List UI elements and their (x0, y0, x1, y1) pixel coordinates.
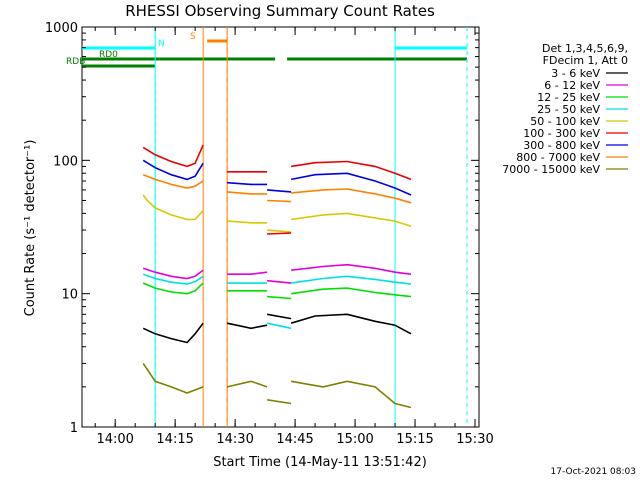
series-line-25-50-kev (290, 275, 412, 285)
series-line-7000-15000-kev (290, 380, 412, 409)
series-line-7000-15000-kev (226, 380, 268, 388)
series-line-3-6-kev (226, 322, 268, 330)
flag-label-s: S (190, 32, 196, 42)
x-tick-label: 15:15 (396, 432, 433, 447)
plot-frame (81, 26, 480, 428)
series-line-50-100-kev (267, 229, 292, 233)
series-line-12-25-kev (142, 282, 204, 295)
series-line-800-7000-kev (227, 191, 268, 195)
series-line-7000-15000-kev (266, 399, 292, 405)
series-line-100-300-kev (290, 160, 412, 181)
footer-timestamp: 17-Oct-2021 08:03 (551, 467, 636, 477)
series-line-6-12-kev (267, 279, 292, 284)
series-line-800-7000-kev (142, 173, 204, 189)
series-line-6-12-kev (142, 267, 204, 280)
series-line-50-100-kev (142, 194, 204, 221)
legend-entry-label: 100 - 300 keV (523, 127, 600, 140)
legend-entry-label: 12 - 25 keV (537, 91, 600, 104)
series-line-25-50-kev (266, 322, 292, 330)
series-line-7000-15000-kev (142, 362, 204, 394)
y-tick-label: 100 (53, 154, 78, 169)
legend-entry-label: 6 - 12 keV (544, 79, 600, 92)
series-layer (142, 144, 412, 409)
series-line-800-7000-kev (267, 199, 292, 203)
y-tick-label: 1000 (45, 21, 78, 36)
series-line-50-100-kev (227, 220, 268, 224)
x-axis-label: Start Time (14-May-11 13:51:42) (213, 455, 427, 470)
legend-entry-label: 300 - 800 keV (523, 139, 600, 152)
series-line-3-6-kev (142, 322, 204, 344)
series-line-300-800-kev (227, 181, 268, 186)
x-tick-label: 14:30 (216, 432, 253, 447)
series-line-800-7000-kev (291, 188, 412, 204)
flag-label-rd0: RD0 (99, 50, 118, 60)
y-axis-label: Count Rate (s⁻¹ detector⁻¹) (23, 140, 38, 317)
legend-header-line: FDecim 1, Att 0 (543, 54, 628, 67)
series-line-300-800-kev (142, 159, 204, 181)
series-line-3-6-kev (290, 313, 412, 335)
series-line-25-50-kev (142, 273, 204, 285)
series-line-300-800-kev (290, 172, 412, 196)
y-tick-label: 1 (70, 421, 78, 436)
y-tick-label: 10 (61, 288, 78, 303)
x-tick-label: 14:15 (156, 432, 193, 447)
vertical-lines-layer (154, 27, 468, 427)
series-line-3-6-kev (266, 313, 292, 320)
x-tick-label: 14:45 (276, 432, 313, 447)
legend-entry-label: 3 - 6 keV (551, 67, 600, 80)
series-line-6-12-kev (291, 263, 412, 275)
legend-entry-label: 800 - 7000 keV (516, 151, 600, 164)
flag-label-n: N (158, 39, 165, 49)
series-line-100-300-kev (267, 232, 292, 235)
series-line-12-25-kev (290, 287, 412, 298)
series-line-12-25-kev (267, 295, 292, 300)
ticks-layer: 14:00 14:15 14:30 14:45 15:00 15:15 15:30 1 10 10… (45, 21, 494, 447)
series-line-300-800-kev (267, 189, 292, 193)
legend-entry-label: 7000 - 15000 keV (502, 163, 600, 176)
series-line-6-12-kev (227, 271, 268, 276)
chart-title: RHESSI Observing Summary Count Rates (125, 2, 435, 20)
series-line-100-300-kev (142, 144, 204, 168)
legend-entry-label: 25 - 50 keV (537, 103, 600, 116)
flag-label-rdb: RDB (66, 57, 85, 67)
x-tick-label: 15:30 (456, 432, 493, 447)
flags-layer: N S RD0 RDB (66, 32, 468, 68)
x-tick-label: 14:00 (96, 432, 133, 447)
series-line-50-100-kev (290, 212, 412, 228)
legend-header-line: Det 1,3,4,5,6,9, (542, 42, 628, 55)
legend: Det 1,3,4,5,6,9,FDecim 1, Att 03 - 6 keV… (502, 42, 628, 176)
legend-entry-label: 50 - 100 keV (530, 115, 600, 128)
x-tick-label: 15:00 (336, 432, 373, 447)
